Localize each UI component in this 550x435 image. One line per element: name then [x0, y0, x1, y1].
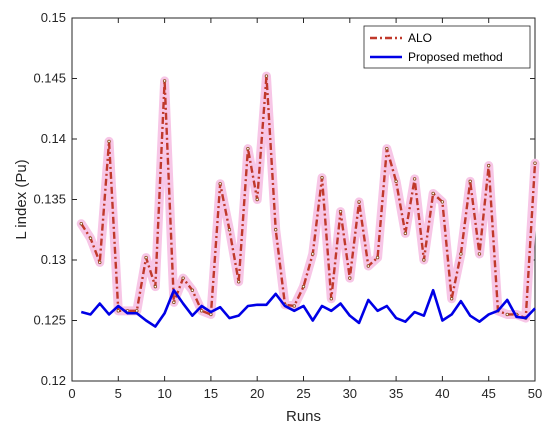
alo-point	[311, 252, 315, 256]
alo-point	[181, 276, 185, 280]
alo-point	[449, 297, 454, 301]
alo-point	[338, 209, 343, 214]
x-tick-label: 25	[296, 386, 310, 401]
alo-point	[366, 264, 371, 268]
y-tick-label: 0.145	[33, 71, 66, 86]
x-tick-label: 30	[343, 386, 357, 401]
alo-point	[199, 309, 204, 313]
alo-point	[477, 252, 482, 256]
alo-point	[135, 309, 139, 313]
x-tick-label: 5	[115, 386, 122, 401]
alo-point	[440, 200, 445, 204]
x-tick-label: 0	[68, 386, 75, 401]
alo-point	[292, 304, 296, 308]
y-tick-label: 0.135	[33, 192, 66, 207]
alo-point	[255, 197, 259, 202]
alo-point	[246, 146, 250, 151]
alo-point	[227, 228, 232, 232]
alo-point	[172, 300, 176, 305]
alo-point	[301, 284, 306, 289]
alo-point	[487, 163, 491, 168]
x-axis-label: Runs	[286, 408, 321, 425]
x-tick-label: 40	[435, 386, 449, 401]
y-tick-label: 0.125	[33, 313, 66, 328]
legend-entry-alo: ALO	[408, 31, 432, 45]
alo-point	[505, 312, 509, 317]
alo-point	[412, 177, 417, 181]
x-tick-label: 50	[528, 386, 542, 401]
x-tick-label: 15	[204, 386, 218, 401]
alo-point	[468, 179, 472, 184]
x-tick-label: 35	[389, 386, 403, 401]
alo-point	[533, 161, 537, 165]
series-line-alo	[80, 74, 537, 320]
alo-point	[153, 284, 158, 289]
alo-point	[236, 280, 241, 284]
x-tick-label: 45	[481, 386, 495, 401]
y-tick-label: 0.14	[41, 131, 66, 146]
alo-point	[348, 276, 352, 280]
series-line-proposed-method	[80, 288, 536, 328]
x-axis: 0 5 10 15 20 25 30 35 40 45 50	[68, 18, 542, 401]
alo-point	[144, 255, 148, 260]
alo-point	[88, 236, 93, 240]
y-axis-label: L index (Pu)	[13, 159, 30, 239]
alo-point	[329, 297, 333, 301]
alo-point	[357, 200, 361, 204]
alo-point	[274, 228, 278, 232]
alo-point	[403, 231, 408, 236]
alo-point	[190, 288, 195, 292]
x-tick-label: 20	[250, 386, 264, 401]
alo-point	[98, 260, 102, 265]
alo-point	[264, 74, 269, 78]
plot-area	[71, 17, 536, 382]
alo-point	[107, 139, 111, 144]
alo-point	[385, 146, 389, 151]
y-tick-label: 0.13	[41, 252, 66, 267]
x-tick-label: 10	[157, 386, 171, 401]
alo-point	[209, 312, 213, 317]
alo-point	[422, 258, 426, 262]
alo-point	[431, 191, 435, 196]
y-tick-label: 0.12	[41, 373, 66, 388]
legend-entry-proposed-method: Proposed method	[408, 50, 503, 64]
y-axis: 0.12 0.125 0.13 0.135 0.14 0.145 0.15	[33, 10, 535, 388]
alo-point	[320, 176, 324, 180]
alo-point	[459, 252, 463, 256]
legend: ALO Proposed method	[363, 25, 531, 69]
alo-point	[218, 182, 222, 186]
alo-point	[394, 179, 398, 184]
legend-box	[363, 25, 531, 69]
alo-point	[116, 309, 120, 313]
alo-point	[79, 221, 83, 226]
series-layer	[76, 71, 540, 328]
y-tick-label: 0.15	[41, 10, 66, 25]
alo-point	[162, 79, 167, 83]
alo-point	[375, 255, 380, 260]
